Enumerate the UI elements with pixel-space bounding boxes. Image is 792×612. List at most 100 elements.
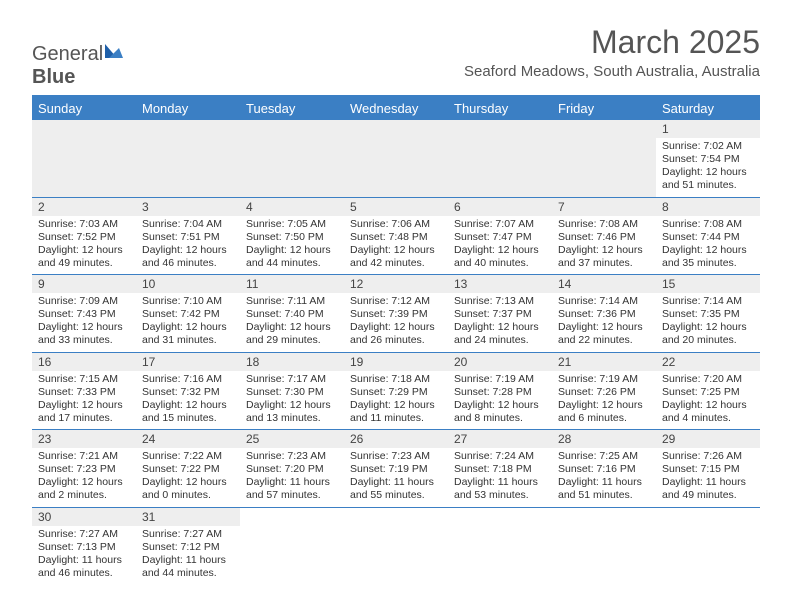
sunset-text: Sunset: 7:35 PM [662, 308, 754, 321]
day-info: Sunrise: 7:14 AMSunset: 7:36 PMDaylight:… [552, 293, 656, 352]
day-number: 26 [344, 430, 448, 448]
day-number: 15 [656, 275, 760, 293]
sunrise-text: Sunrise: 7:23 AM [246, 450, 338, 463]
day-cell: 29Sunrise: 7:26 AMSunset: 7:15 PMDayligh… [656, 430, 760, 508]
day-cell: 25Sunrise: 7:23 AMSunset: 7:20 PMDayligh… [240, 430, 344, 508]
day-info: Sunrise: 7:14 AMSunset: 7:35 PMDaylight:… [656, 293, 760, 352]
sunset-text: Sunset: 7:50 PM [246, 231, 338, 244]
daylight-text: Daylight: 12 hours and 31 minutes. [142, 321, 234, 347]
day-cell: 12Sunrise: 7:12 AMSunset: 7:39 PMDayligh… [344, 275, 448, 353]
day-cell: 26Sunrise: 7:23 AMSunset: 7:19 PMDayligh… [344, 430, 448, 508]
daylight-text: Daylight: 12 hours and 51 minutes. [662, 166, 754, 192]
sunset-text: Sunset: 7:13 PM [38, 541, 130, 554]
day-info: Sunrise: 7:26 AMSunset: 7:15 PMDaylight:… [656, 448, 760, 507]
day-info: Sunrise: 7:12 AMSunset: 7:39 PMDaylight:… [344, 293, 448, 352]
sunset-text: Sunset: 7:22 PM [142, 463, 234, 476]
daylight-text: Daylight: 11 hours and 53 minutes. [454, 476, 546, 502]
daylight-text: Daylight: 12 hours and 2 minutes. [38, 476, 130, 502]
day-info: Sunrise: 7:18 AMSunset: 7:29 PMDaylight:… [344, 371, 448, 430]
sunset-text: Sunset: 7:23 PM [38, 463, 130, 476]
sunrise-text: Sunrise: 7:06 AM [350, 218, 442, 231]
sunset-text: Sunset: 7:47 PM [454, 231, 546, 244]
daylight-text: Daylight: 12 hours and 33 minutes. [38, 321, 130, 347]
day-info: Sunrise: 7:04 AMSunset: 7:51 PMDaylight:… [136, 216, 240, 275]
day-cell: 5Sunrise: 7:06 AMSunset: 7:48 PMDaylight… [344, 197, 448, 275]
day-number: 1 [656, 120, 760, 138]
day-number: 12 [344, 275, 448, 293]
day-number: 8 [656, 198, 760, 216]
day-number: 10 [136, 275, 240, 293]
day-cell: 17Sunrise: 7:16 AMSunset: 7:32 PMDayligh… [136, 352, 240, 430]
daylight-text: Daylight: 11 hours and 44 minutes. [142, 554, 234, 580]
day-info: Sunrise: 7:05 AMSunset: 7:50 PMDaylight:… [240, 216, 344, 275]
day-number: 11 [240, 275, 344, 293]
sunrise-text: Sunrise: 7:27 AM [142, 528, 234, 541]
day-cell [344, 507, 448, 584]
sunrise-text: Sunrise: 7:22 AM [142, 450, 234, 463]
day-number: 9 [32, 275, 136, 293]
day-cell [552, 120, 656, 197]
day-cell [656, 507, 760, 584]
day-info: Sunrise: 7:19 AMSunset: 7:28 PMDaylight:… [448, 371, 552, 430]
day-info: Sunrise: 7:23 AMSunset: 7:19 PMDaylight:… [344, 448, 448, 507]
sunset-text: Sunset: 7:43 PM [38, 308, 130, 321]
day-number: 28 [552, 430, 656, 448]
day-cell [136, 120, 240, 197]
sunrise-text: Sunrise: 7:08 AM [558, 218, 650, 231]
daylight-text: Daylight: 12 hours and 17 minutes. [38, 399, 130, 425]
day-cell: 28Sunrise: 7:25 AMSunset: 7:16 PMDayligh… [552, 430, 656, 508]
day-cell: 22Sunrise: 7:20 AMSunset: 7:25 PMDayligh… [656, 352, 760, 430]
daylight-text: Daylight: 12 hours and 22 minutes. [558, 321, 650, 347]
daylight-text: Daylight: 12 hours and 11 minutes. [350, 399, 442, 425]
day-number: 21 [552, 353, 656, 371]
sunset-text: Sunset: 7:15 PM [662, 463, 754, 476]
sunset-text: Sunset: 7:30 PM [246, 386, 338, 399]
brand-part1: General [32, 43, 103, 65]
daylight-text: Daylight: 11 hours and 55 minutes. [350, 476, 442, 502]
location-subtitle: Seaford Meadows, South Australia, Austra… [464, 63, 760, 80]
day-cell: 4Sunrise: 7:05 AMSunset: 7:50 PMDaylight… [240, 197, 344, 275]
day-cell: 6Sunrise: 7:07 AMSunset: 7:47 PMDaylight… [448, 197, 552, 275]
header: GeneralBlue March 2025 Seaford Meadows, … [32, 24, 760, 89]
week-row: 2Sunrise: 7:03 AMSunset: 7:52 PMDaylight… [32, 197, 760, 275]
day-number: 20 [448, 353, 552, 371]
day-cell [240, 120, 344, 197]
day-number: 19 [344, 353, 448, 371]
sunset-text: Sunset: 7:12 PM [142, 541, 234, 554]
sunrise-text: Sunrise: 7:03 AM [38, 218, 130, 231]
sunset-text: Sunset: 7:33 PM [38, 386, 130, 399]
day-info: Sunrise: 7:22 AMSunset: 7:22 PMDaylight:… [136, 448, 240, 507]
day-info: Sunrise: 7:27 AMSunset: 7:12 PMDaylight:… [136, 526, 240, 585]
sunrise-text: Sunrise: 7:19 AM [558, 373, 650, 386]
day-info: Sunrise: 7:08 AMSunset: 7:46 PMDaylight:… [552, 216, 656, 275]
sunset-text: Sunset: 7:51 PM [142, 231, 234, 244]
week-row: 23Sunrise: 7:21 AMSunset: 7:23 PMDayligh… [32, 430, 760, 508]
day-number: 31 [136, 508, 240, 526]
day-cell: 15Sunrise: 7:14 AMSunset: 7:35 PMDayligh… [656, 275, 760, 353]
calendar-table: Sunday Monday Tuesday Wednesday Thursday… [32, 97, 760, 584]
day-cell: 2Sunrise: 7:03 AMSunset: 7:52 PMDaylight… [32, 197, 136, 275]
calendar-body: 1Sunrise: 7:02 AMSunset: 7:54 PMDaylight… [32, 120, 760, 584]
day-info: Sunrise: 7:20 AMSunset: 7:25 PMDaylight:… [656, 371, 760, 430]
month-title: March 2025 [464, 24, 760, 61]
brand-text: GeneralBlue [32, 42, 125, 89]
day-cell [32, 120, 136, 197]
daylight-text: Daylight: 12 hours and 0 minutes. [142, 476, 234, 502]
week-row: 16Sunrise: 7:15 AMSunset: 7:33 PMDayligh… [32, 352, 760, 430]
sunset-text: Sunset: 7:44 PM [662, 231, 754, 244]
day-cell [448, 120, 552, 197]
dayhead-thu: Thursday [448, 97, 552, 120]
day-number: 14 [552, 275, 656, 293]
sunset-text: Sunset: 7:28 PM [454, 386, 546, 399]
day-cell: 13Sunrise: 7:13 AMSunset: 7:37 PMDayligh… [448, 275, 552, 353]
sunset-text: Sunset: 7:26 PM [558, 386, 650, 399]
daylight-text: Daylight: 12 hours and 26 minutes. [350, 321, 442, 347]
dayhead-fri: Friday [552, 97, 656, 120]
sunset-text: Sunset: 7:39 PM [350, 308, 442, 321]
sunrise-text: Sunrise: 7:13 AM [454, 295, 546, 308]
sunset-text: Sunset: 7:54 PM [662, 153, 754, 166]
day-number: 17 [136, 353, 240, 371]
brand-part2: Blue [32, 66, 75, 88]
sunset-text: Sunset: 7:32 PM [142, 386, 234, 399]
day-number: 3 [136, 198, 240, 216]
